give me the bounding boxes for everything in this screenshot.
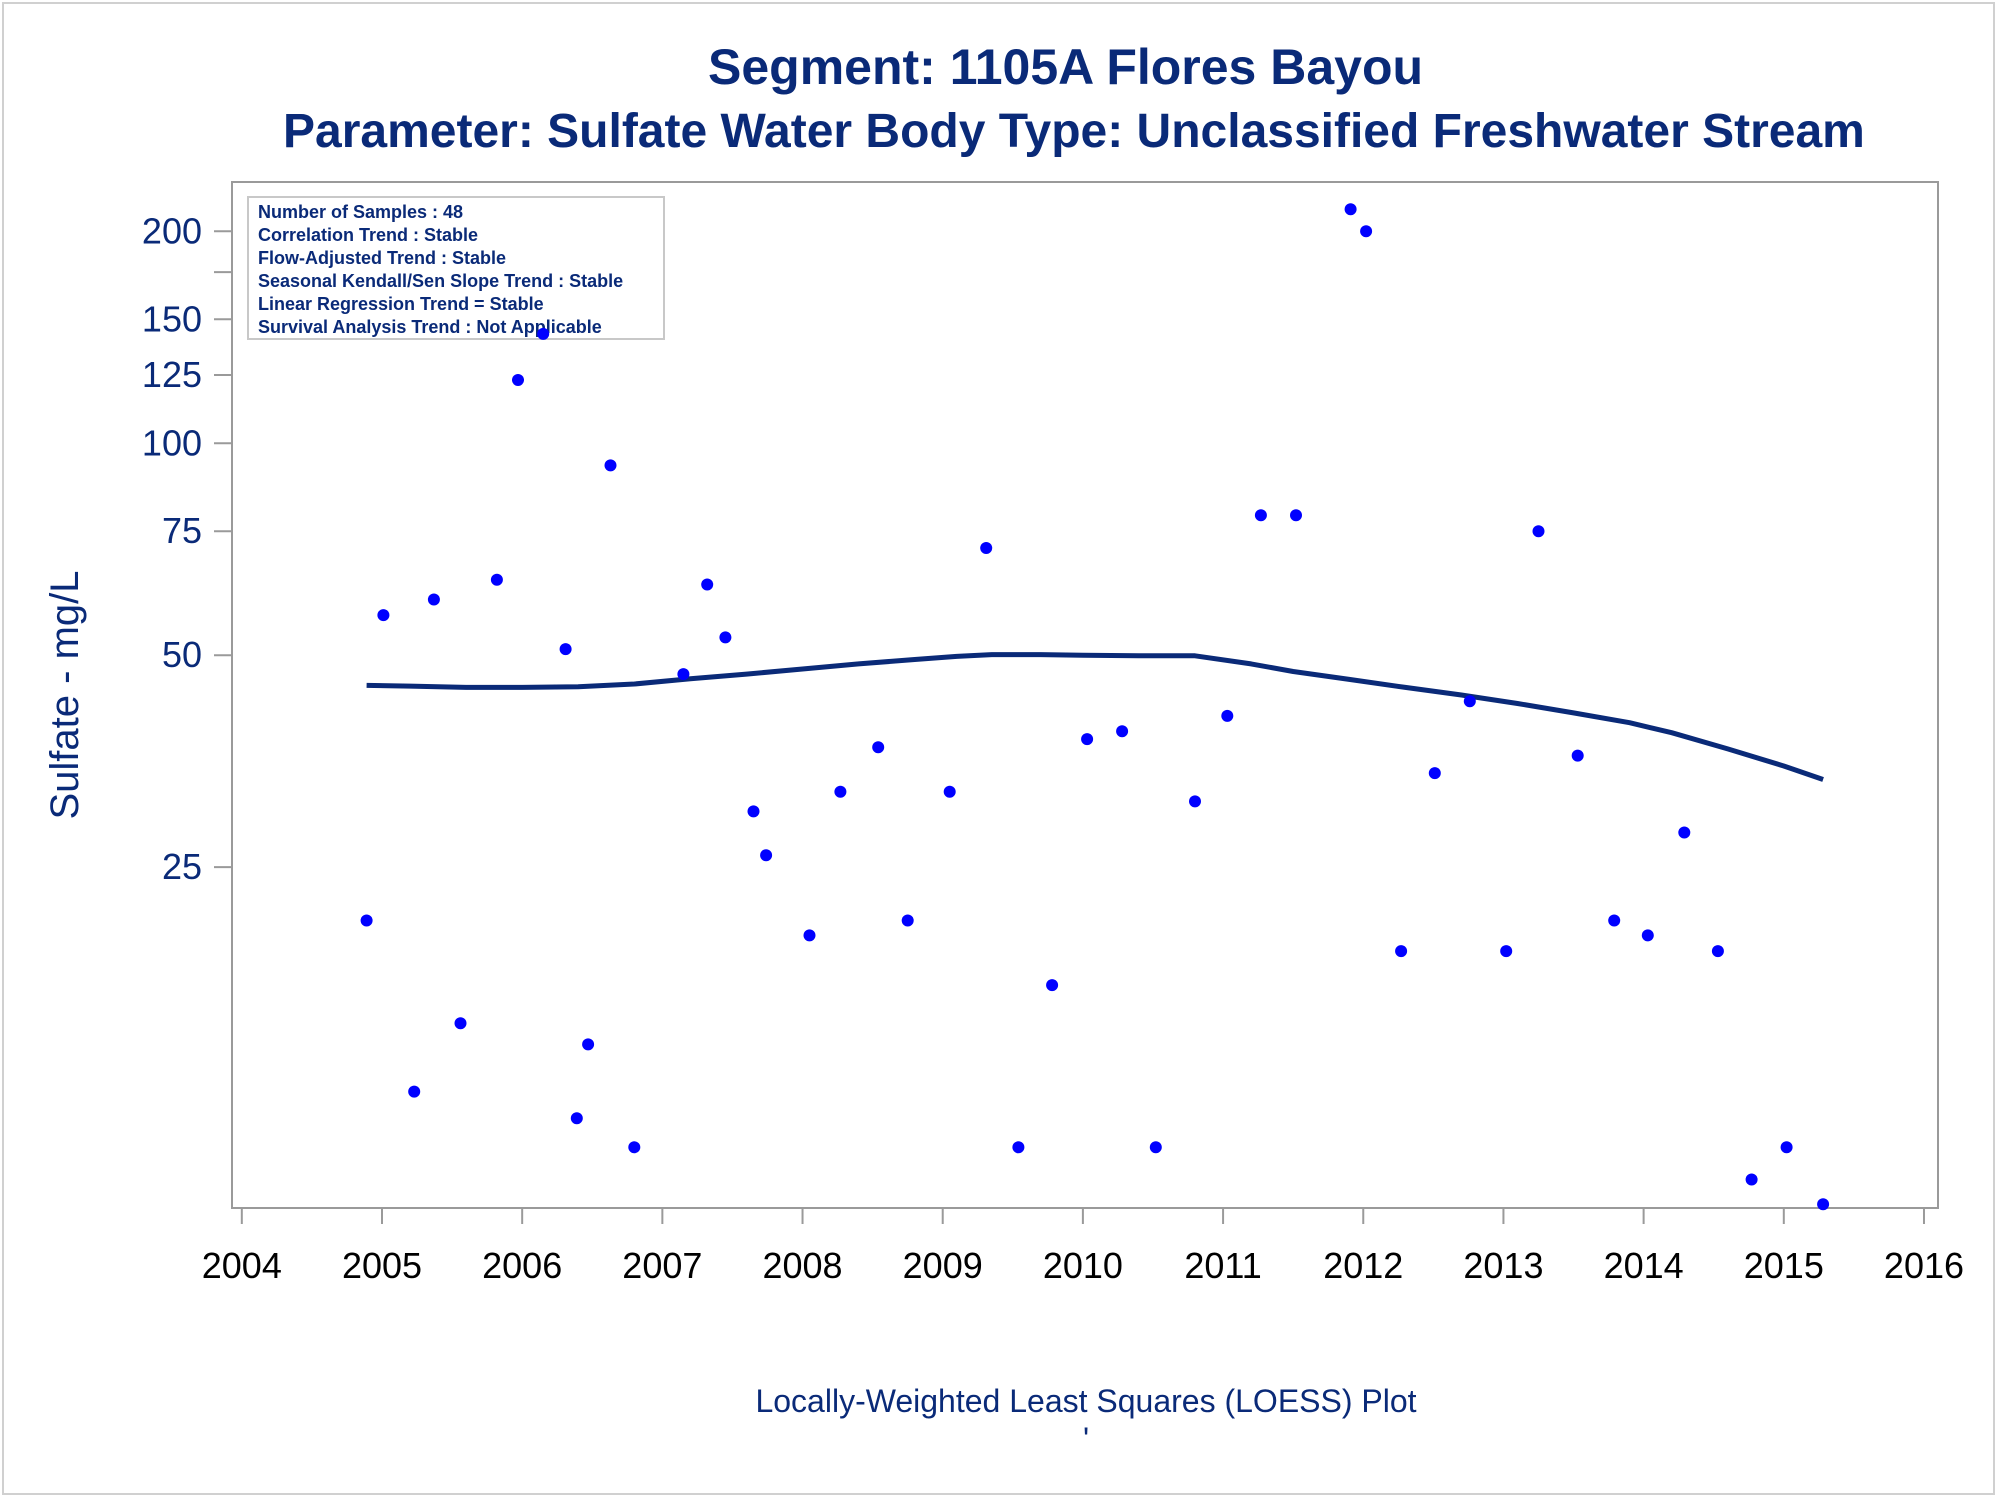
data-point — [377, 609, 390, 622]
data-point — [1395, 945, 1408, 958]
loess-layer — [366, 652, 1824, 782]
data-point — [490, 573, 503, 586]
x-tick-label: 2011 — [1184, 1245, 1261, 1286]
chart-subtitle: Parameter: Sulfate Water Body Type: Uncl… — [283, 105, 1865, 158]
x-tick-label: 2004 — [202, 1245, 282, 1286]
chart-title: Segment: 1105A Flores Bayou — [708, 39, 1424, 95]
x-tick-label: 2014 — [1604, 1245, 1684, 1286]
x-tick-label: 2015 — [1744, 1245, 1824, 1286]
x-tick-label: 2013 — [1463, 1245, 1543, 1286]
x-tick-label: 2016 — [1884, 1245, 1964, 1286]
data-point — [360, 914, 373, 927]
data-point — [901, 914, 914, 927]
data-point — [537, 327, 550, 340]
data-point — [559, 643, 572, 656]
stats-line: Number of Samples : 48 — [258, 202, 463, 222]
data-point — [1081, 733, 1094, 746]
data-point — [628, 1141, 641, 1154]
x-tick-label: 2012 — [1323, 1245, 1403, 1286]
y-tick-label: 75 — [162, 510, 202, 551]
data-point — [1116, 725, 1129, 738]
data-point — [1254, 509, 1267, 522]
data-point — [1149, 1141, 1162, 1154]
data-point — [980, 542, 993, 554]
stats-line: Linear Regression Trend = Stable — [258, 294, 544, 314]
data-point — [1711, 945, 1724, 958]
y-tick-label: 150 — [142, 298, 202, 339]
data-point — [1189, 795, 1201, 808]
data-point — [834, 785, 847, 798]
stats-box-border — [247, 196, 665, 340]
stats-line: Survival Analysis Trend : Not Applicable — [258, 317, 602, 337]
y-tick-label: 100 — [142, 422, 202, 463]
data-point — [677, 668, 690, 681]
data-point — [1046, 979, 1059, 992]
y-tick-label: 50 — [162, 634, 202, 675]
data-point — [1344, 203, 1357, 216]
data-point — [719, 631, 732, 644]
x-tick-label: 2006 — [482, 1245, 562, 1286]
data-point — [803, 929, 816, 942]
data-point — [760, 849, 773, 862]
data-point — [582, 1038, 595, 1051]
y-tick-label: 25 — [162, 846, 202, 887]
data-point — [1500, 945, 1513, 958]
data-point — [1817, 1198, 1830, 1211]
y-axis: 25 50 75 100 125 150 200 — [142, 210, 232, 887]
data-point — [1290, 509, 1302, 522]
data-point — [1428, 767, 1441, 780]
data-point — [1221, 709, 1234, 722]
stats-line: Seasonal Kendall/Sen Slope Trend : Stabl… — [258, 271, 623, 291]
x-tick-label: 2009 — [903, 1245, 983, 1286]
footnote: Locally-Weighted Least Squares (LOESS) P… — [755, 1383, 1416, 1419]
footnote-mark: ' — [1083, 1421, 1089, 1457]
data-point — [1360, 225, 1373, 238]
stats-box: Number of Samples : 48 Correlation Trend … — [247, 196, 665, 340]
x-axis: 2004 2005 2006 2007 2008 2009 2010 2011 2012 2013… — [202, 1208, 1964, 1286]
data-point — [701, 578, 714, 591]
stats-line: Flow-Adjusted Trend : Stable — [258, 248, 506, 268]
x-tick-label: 2007 — [622, 1245, 702, 1286]
data-point — [408, 1085, 421, 1098]
data-point — [512, 374, 524, 386]
stats-line: Correlation Trend : Stable — [258, 225, 478, 245]
points-layer — [360, 203, 1830, 1211]
data-point — [1608, 914, 1621, 927]
data-point — [747, 805, 760, 818]
data-point — [604, 459, 617, 472]
x-tick-label: 2010 — [1043, 1245, 1123, 1286]
data-point — [1532, 525, 1545, 538]
data-point — [1678, 826, 1691, 839]
y-tick-label: 125 — [142, 354, 202, 395]
data-point — [570, 1112, 583, 1125]
data-point — [1463, 695, 1476, 708]
data-point — [872, 741, 885, 754]
data-point — [427, 593, 440, 606]
plot-area — [231, 181, 1939, 1209]
data-point — [1012, 1141, 1025, 1154]
data-point — [943, 785, 956, 798]
x-tick-label: 2008 — [762, 1245, 842, 1286]
data-point — [1745, 1173, 1758, 1186]
y-axis-label: Sulfate - mg/L — [43, 570, 87, 819]
data-point — [1641, 929, 1654, 942]
y-tick-label: 200 — [142, 210, 202, 251]
data-point — [454, 1017, 467, 1030]
data-point — [1571, 749, 1584, 762]
data-point — [1780, 1141, 1793, 1154]
x-tick-label: 2005 — [342, 1245, 422, 1286]
loess-line — [366, 652, 1824, 782]
